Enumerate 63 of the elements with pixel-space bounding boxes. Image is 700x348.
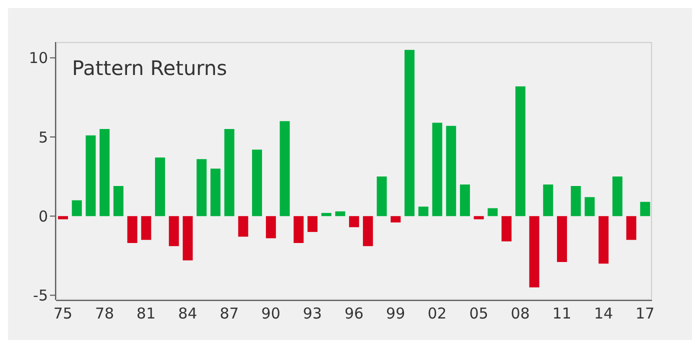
bar xyxy=(224,129,234,216)
bar xyxy=(280,121,290,216)
x-tick-label: 93 xyxy=(302,304,322,323)
x-tick-label: 99 xyxy=(386,304,406,323)
bar xyxy=(362,216,373,246)
bar xyxy=(349,216,360,228)
bar xyxy=(556,216,567,262)
bar xyxy=(376,176,387,216)
x-tick-label: 05 xyxy=(469,304,488,323)
bar xyxy=(141,216,152,240)
x-tick-label: 90 xyxy=(261,304,280,323)
bar xyxy=(584,197,595,216)
bar xyxy=(418,206,428,216)
x-tick-label: 84 xyxy=(178,304,198,323)
bar xyxy=(626,216,636,240)
bar xyxy=(252,150,262,216)
x-tick-label: 08 xyxy=(510,304,530,323)
bar xyxy=(238,216,248,237)
bar xyxy=(196,159,207,216)
bar xyxy=(307,216,318,232)
y-tick-label: 10 xyxy=(28,49,48,68)
bar xyxy=(432,122,442,216)
bar xyxy=(210,168,220,216)
bar xyxy=(404,50,415,216)
bar xyxy=(460,184,470,216)
x-tick-label: 87 xyxy=(220,304,239,323)
bar xyxy=(529,216,540,288)
bar xyxy=(543,184,554,216)
x-tick-label: 75 xyxy=(53,304,72,323)
y-tick-label: 0 xyxy=(38,207,48,226)
text: Pattern Returns xyxy=(72,56,228,80)
bar xyxy=(598,216,609,264)
bar xyxy=(100,129,110,216)
bar xyxy=(182,216,193,260)
x-tick-label: 96 xyxy=(344,304,364,323)
bar xyxy=(446,126,456,216)
bar xyxy=(335,211,346,216)
bar xyxy=(570,186,581,216)
bar xyxy=(502,216,512,242)
bar xyxy=(390,216,401,222)
bar xyxy=(86,135,96,216)
y-tick-label: -5 xyxy=(33,286,48,305)
x-tick-label: 17 xyxy=(636,304,655,323)
bar xyxy=(612,176,622,216)
bar xyxy=(321,212,332,216)
bar xyxy=(72,200,82,216)
bar xyxy=(113,186,124,216)
x-tick-label: 81 xyxy=(136,304,156,323)
bar xyxy=(515,86,526,216)
bar xyxy=(168,216,179,246)
x-tick-label: 14 xyxy=(594,304,614,323)
bar xyxy=(127,216,138,244)
bar xyxy=(266,216,276,238)
bar xyxy=(474,216,484,220)
bar xyxy=(294,216,304,244)
x-tick-label: 11 xyxy=(552,304,572,323)
x-tick-label: 02 xyxy=(428,304,447,323)
x-tick-label: 78 xyxy=(94,304,114,323)
bar xyxy=(58,216,68,220)
bar xyxy=(488,208,498,216)
bar xyxy=(640,202,650,216)
bar xyxy=(155,158,166,216)
y-tick-label: 5 xyxy=(38,128,48,146)
